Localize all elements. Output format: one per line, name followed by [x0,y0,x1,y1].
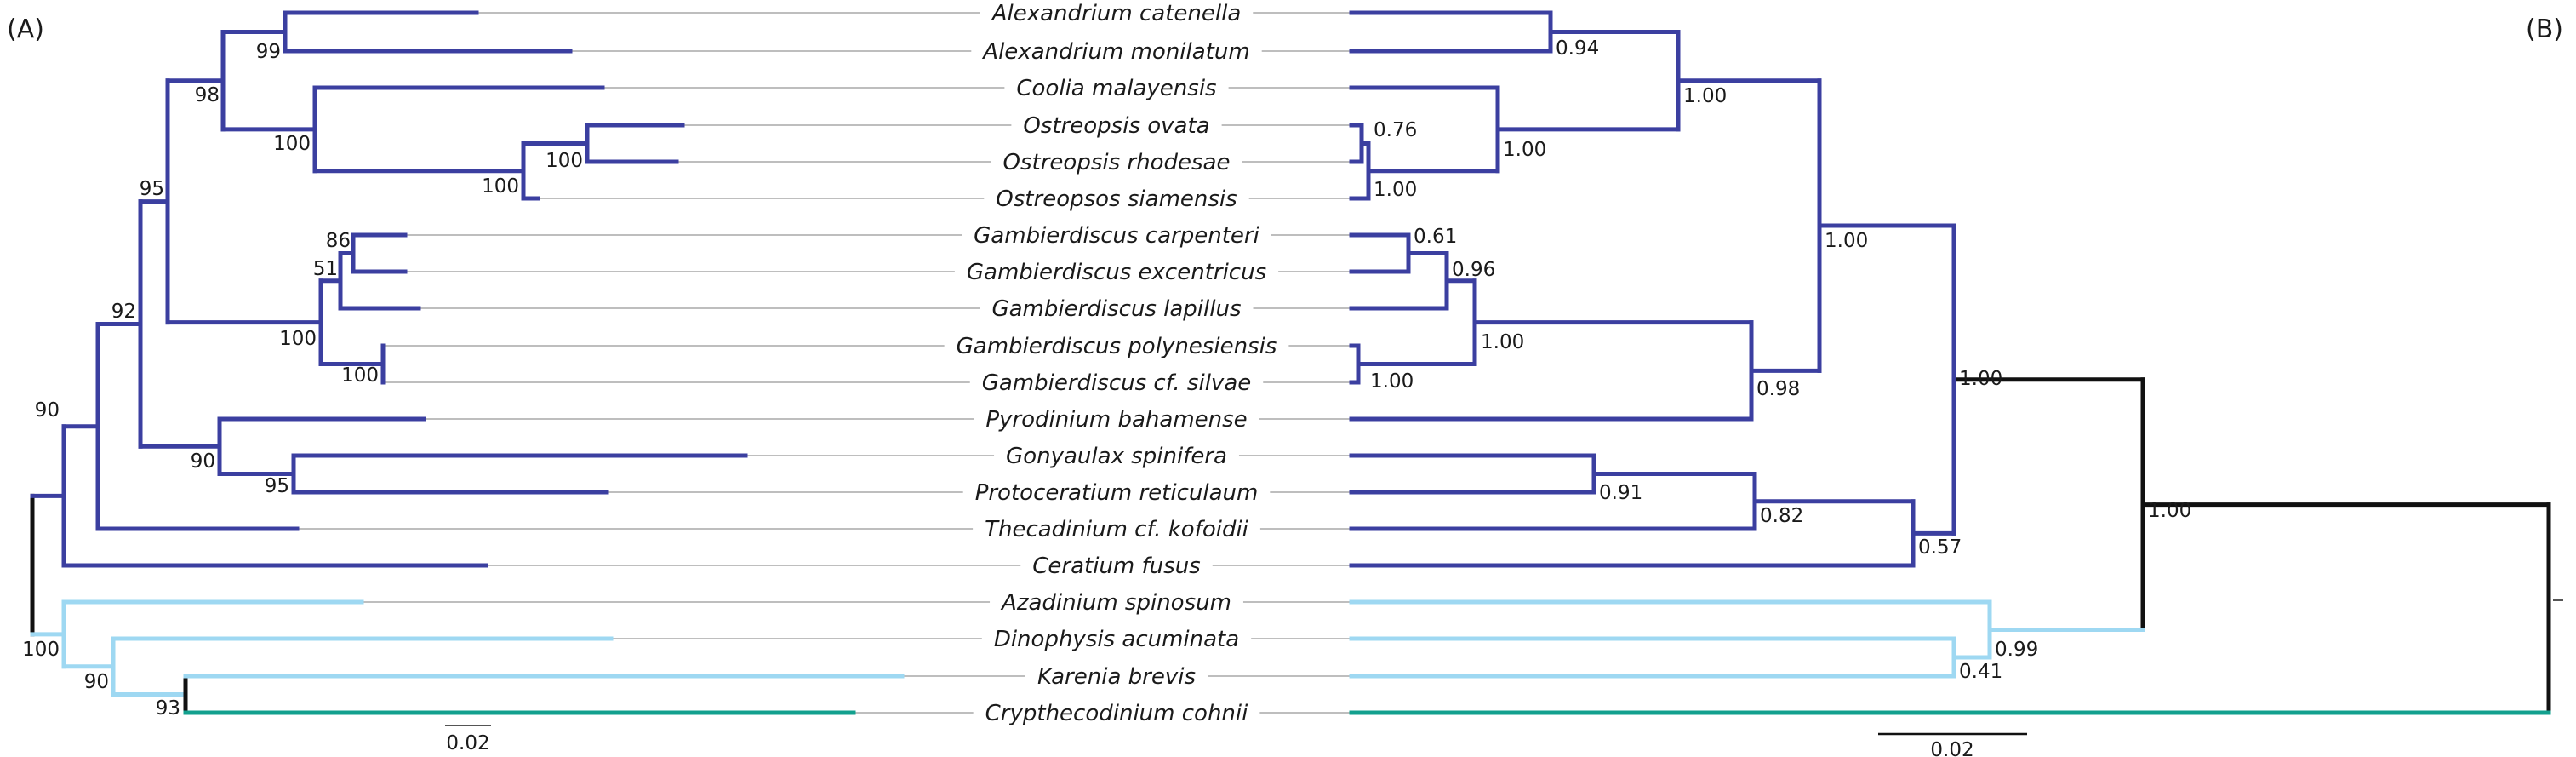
support-value: 90 [35,399,60,422]
support-value: 100 [273,133,311,155]
support-value: 1.00 [1683,85,1727,107]
scale-bar-b-label: 0.02 [1930,739,1973,757]
taxon-gonyaulax-spinifera: Gonyaulax spinifera [1006,444,1227,469]
scale-bar-b: 0.02 [1878,732,2027,757]
support-value: 51 [313,258,338,280]
tree-b-support-values: 0.94 1.00 0.76 1.00 1.00 0.61 0.96 1.00 1.00 0.98… [1370,37,2191,683]
taxon-azadinium-spinosum: Azadinium spinosum [1000,590,1231,616]
taxon-crypthecodinium-cohnii: Crypthecodinium cohnii [985,701,1248,726]
taxon-ostreopsis-ovata: Ostreopsis ovata [1023,113,1209,139]
taxon-guide-lines [297,12,1351,714]
support-value: 1.00 [1370,370,1414,393]
taxon-ostreopsos-siamensis: Ostreopsos siamensis [996,186,1237,212]
taxon-gambierdiscus-carpenteri: Gambierdiscus carpenteri [974,223,1259,249]
taxon-gambierdiscus-lapillus: Gambierdiscus lapillus [991,296,1241,322]
support-value: 1.00 [1825,230,1868,252]
support-value: 0.91 [1599,482,1642,504]
support-value: 98 [195,84,220,106]
support-value: 95 [140,178,164,200]
taxon-pyrodinium-bahamense: Pyrodinium bahamense [985,407,1247,433]
support-value: 100 [341,364,379,387]
support-value: 86 [326,230,351,252]
support-value: 93 [156,697,180,720]
support-value: 0.99 [1995,639,2038,661]
support-value: 100 [279,328,317,350]
taxon-thecadinium-cf-kofoidii: Thecadinium cf. kofoidii [985,517,1249,542]
support-value: 100 [22,639,60,661]
tree-a-ml [30,10,905,715]
support-value: 95 [265,475,289,497]
tree-a-support-values: 99 98 100 100 100 86 51 100 100 95 92 90 95 90 100 90 93 [22,41,583,720]
taxon-dinophysis-acuminata: Dinophysis acuminata [994,627,1239,652]
taxon-alexandrium-catenella: Alexandrium catenella [991,1,1242,26]
taxon-gambierdiscus-cf-silvae: Gambierdiscus cf. silvae [982,370,1252,396]
support-value: 1.00 [2148,500,2191,522]
panel-label-b: (B) [2526,14,2563,44]
support-value: 90 [191,450,215,473]
support-value: 92 [111,301,136,323]
taxon-ostreopsis-rhodesae: Ostreopsis rhodesae [1003,150,1231,175]
taxon-coolia-malayensis: Coolia malayensis [1016,76,1216,101]
support-value: 0.82 [1760,505,1803,527]
support-value: 0.96 [1452,259,1495,281]
support-value: 100 [545,150,583,172]
support-value: 100 [482,175,519,198]
support-value: 0.41 [1959,661,2002,683]
support-value: 99 [256,41,281,63]
support-value: 0.61 [1414,226,1457,248]
support-value: 1.00 [1959,368,2002,390]
taxon-gambierdiscus-polynesiensis: Gambierdiscus polynesiensis [957,334,1277,359]
tree-b-bayesian [1349,10,2551,715]
taxon-ceratium-fusus: Ceratium fusus [1032,553,1200,579]
taxon-alexandrium-monilatum: Alexandrium monilatum [981,39,1249,65]
taxon-gambierdiscus-excentricus: Gambierdiscus excentricus [967,260,1266,285]
panel-label-a: (A) [7,14,44,44]
taxon-karenia-brevis: Karenia brevis [1037,664,1196,690]
support-value: 90 [84,671,109,693]
support-value: 1.00 [1481,331,1524,353]
support-value: 0.76 [1374,119,1417,141]
support-value: 1.00 [1374,179,1417,201]
taxon-protoceratium-reticulaum: Protoceratium reticulaum [975,480,1259,506]
scale-bar-a: 0.02 [445,725,491,754]
scale-bar-a-label: 0.02 [446,732,489,754]
support-value: 0.94 [1556,37,1599,60]
support-value: 0.57 [1918,536,1962,559]
support-value: 0.98 [1756,378,1800,400]
taxon-labels: Alexandrium catenella Alexandrium monilat… [957,1,1277,726]
support-value: 1.00 [1503,139,1546,161]
